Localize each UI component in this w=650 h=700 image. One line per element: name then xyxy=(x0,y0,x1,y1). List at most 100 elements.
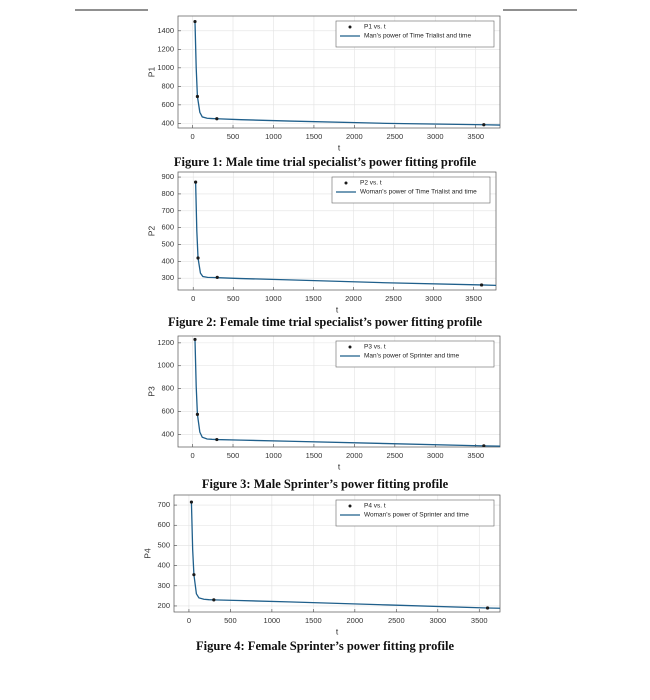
legend-box xyxy=(335,499,495,527)
plot-content xyxy=(189,500,500,610)
data-point xyxy=(189,500,194,504)
x-tick-label: 0 xyxy=(190,451,194,460)
y-axis-title: P3 xyxy=(146,386,156,397)
y-tick-label: 300 xyxy=(161,273,174,282)
legend-label: Woman's power of Sprinter and time xyxy=(364,512,469,519)
y-tick-label: 600 xyxy=(161,407,174,416)
y-axis-title: P4 xyxy=(142,548,152,559)
x-tick-label: 500 xyxy=(227,132,240,141)
data-point xyxy=(195,412,200,416)
x-tick-label: 3500 xyxy=(471,616,488,625)
data-point xyxy=(196,256,200,260)
y-tick-label: 600 xyxy=(161,100,174,109)
x-tick-label: 2500 xyxy=(386,451,403,460)
chart: 0 500 1000 1500 2000 2500 3000 3500 300 400 500 600… xyxy=(146,171,497,329)
legend-label: P4 vs. t xyxy=(364,503,386,510)
y-tick-label: 500 xyxy=(161,239,174,248)
data-point xyxy=(215,117,219,121)
figure-caption: Figure 4: Female Sprinter’s power fittin… xyxy=(196,639,455,653)
data-point xyxy=(195,94,200,99)
data-point xyxy=(479,283,484,287)
legend-marker xyxy=(344,181,348,185)
legend-marker xyxy=(348,345,352,349)
data-point xyxy=(485,606,490,610)
x-tick-label: 1500 xyxy=(306,451,323,460)
axes-frame xyxy=(177,15,501,129)
y-tick-label: 800 xyxy=(161,81,174,90)
data-point xyxy=(194,180,198,184)
data-point xyxy=(192,573,196,577)
y-tick-label: 800 xyxy=(161,384,174,393)
x-tick-label: 500 xyxy=(224,616,237,625)
axes-frame xyxy=(173,494,501,613)
plot-content xyxy=(193,337,500,447)
plot-content xyxy=(193,19,500,127)
y-tick-label: 300 xyxy=(157,581,170,590)
y-axis-title: P2 xyxy=(146,226,156,237)
y-tick-label: 700 xyxy=(161,206,174,215)
y-tick-label: 1400 xyxy=(157,26,174,35)
y-axis-title: P1 xyxy=(146,67,156,78)
x-tick-label: 1000 xyxy=(265,451,282,460)
x-tick-label: 1000 xyxy=(264,616,281,625)
y-tick-label: 400 xyxy=(161,429,174,438)
x-axis-title: t xyxy=(338,142,341,152)
y-tick-label: 600 xyxy=(157,520,170,529)
data-point xyxy=(482,123,486,127)
x-tick-label: 3500 xyxy=(467,132,484,141)
legend-box xyxy=(335,20,495,48)
legend-label: P2 vs. t xyxy=(360,180,382,187)
legend: P4 vs. t Woman's power of Sprinter and ti… xyxy=(335,499,495,527)
data-point xyxy=(193,19,197,24)
legend-marker xyxy=(348,504,352,508)
x-tick-label: 2500 xyxy=(385,294,402,303)
x-tick-label: 2000 xyxy=(345,294,362,303)
x-axis-title: t xyxy=(336,626,339,636)
x-axis-title: t xyxy=(336,304,339,314)
x-tick-label: 500 xyxy=(227,451,240,460)
x-tick-label: 1000 xyxy=(265,294,282,303)
axes-frame xyxy=(177,171,497,291)
x-tick-label: 3000 xyxy=(427,132,444,141)
legend-box xyxy=(335,340,495,368)
legend-label: P3 vs. t xyxy=(364,344,386,351)
x-tick-label: 1000 xyxy=(265,132,282,141)
x-tick-label: 1500 xyxy=(305,616,322,625)
y-tick-label: 900 xyxy=(161,172,174,181)
legend-label: P1 vs. t xyxy=(364,24,386,31)
legend: P2 vs. t Woman's power of Time Trialist a… xyxy=(331,176,491,204)
x-tick-label: 3500 xyxy=(465,294,482,303)
y-tick-label: 1000 xyxy=(157,63,174,72)
y-tick-label: 1200 xyxy=(157,338,174,347)
data-point xyxy=(193,337,197,342)
x-tick-label: 0 xyxy=(190,132,194,141)
y-tick-label: 400 xyxy=(161,256,174,265)
x-tick-label: 2000 xyxy=(346,451,363,460)
x-tick-label: 3000 xyxy=(427,451,444,460)
figure-caption: Figure 3: Male Sprinter’s power fitting … xyxy=(202,477,449,491)
data-point xyxy=(482,444,486,447)
legend-label: Woman's power of Time Trialist and time xyxy=(360,189,477,196)
x-tick-label: 2000 xyxy=(346,132,363,141)
y-tick-label: 700 xyxy=(157,500,170,509)
legend-label: Man's power of Time Trialist and time xyxy=(364,33,471,40)
figure-caption: Figure 1: Male time trial specialist’s p… xyxy=(174,155,477,169)
x-tick-label: 2000 xyxy=(346,616,363,625)
axes-frame xyxy=(177,335,501,448)
legend: P3 vs. t Man's power of Sprinter and time xyxy=(335,340,495,368)
legend-marker xyxy=(348,25,352,29)
y-tick-label: 200 xyxy=(157,601,170,610)
data-point xyxy=(215,275,219,279)
legend: P1 vs. t Man's power of Time Trialist and… xyxy=(335,20,495,48)
chart: 0 500 1000 1500 2000 2500 3000 3500 200 300 400 500… xyxy=(142,494,501,653)
chart: 0 500 1000 1500 2000 2500 3000 3500 400 600 800 100… xyxy=(146,15,501,169)
x-axis-title: t xyxy=(338,461,341,471)
x-tick-label: 2500 xyxy=(386,132,403,141)
x-tick-label: 2500 xyxy=(388,616,405,625)
legend-label: Man's power of Sprinter and time xyxy=(364,353,460,360)
chart: 0 500 1000 1500 2000 2500 3000 3500 400 600 800 100… xyxy=(146,335,501,491)
x-tick-label: 1500 xyxy=(305,294,322,303)
y-tick-label: 400 xyxy=(161,118,174,127)
y-tick-label: 800 xyxy=(161,189,174,198)
y-tick-label: 1200 xyxy=(157,44,174,53)
